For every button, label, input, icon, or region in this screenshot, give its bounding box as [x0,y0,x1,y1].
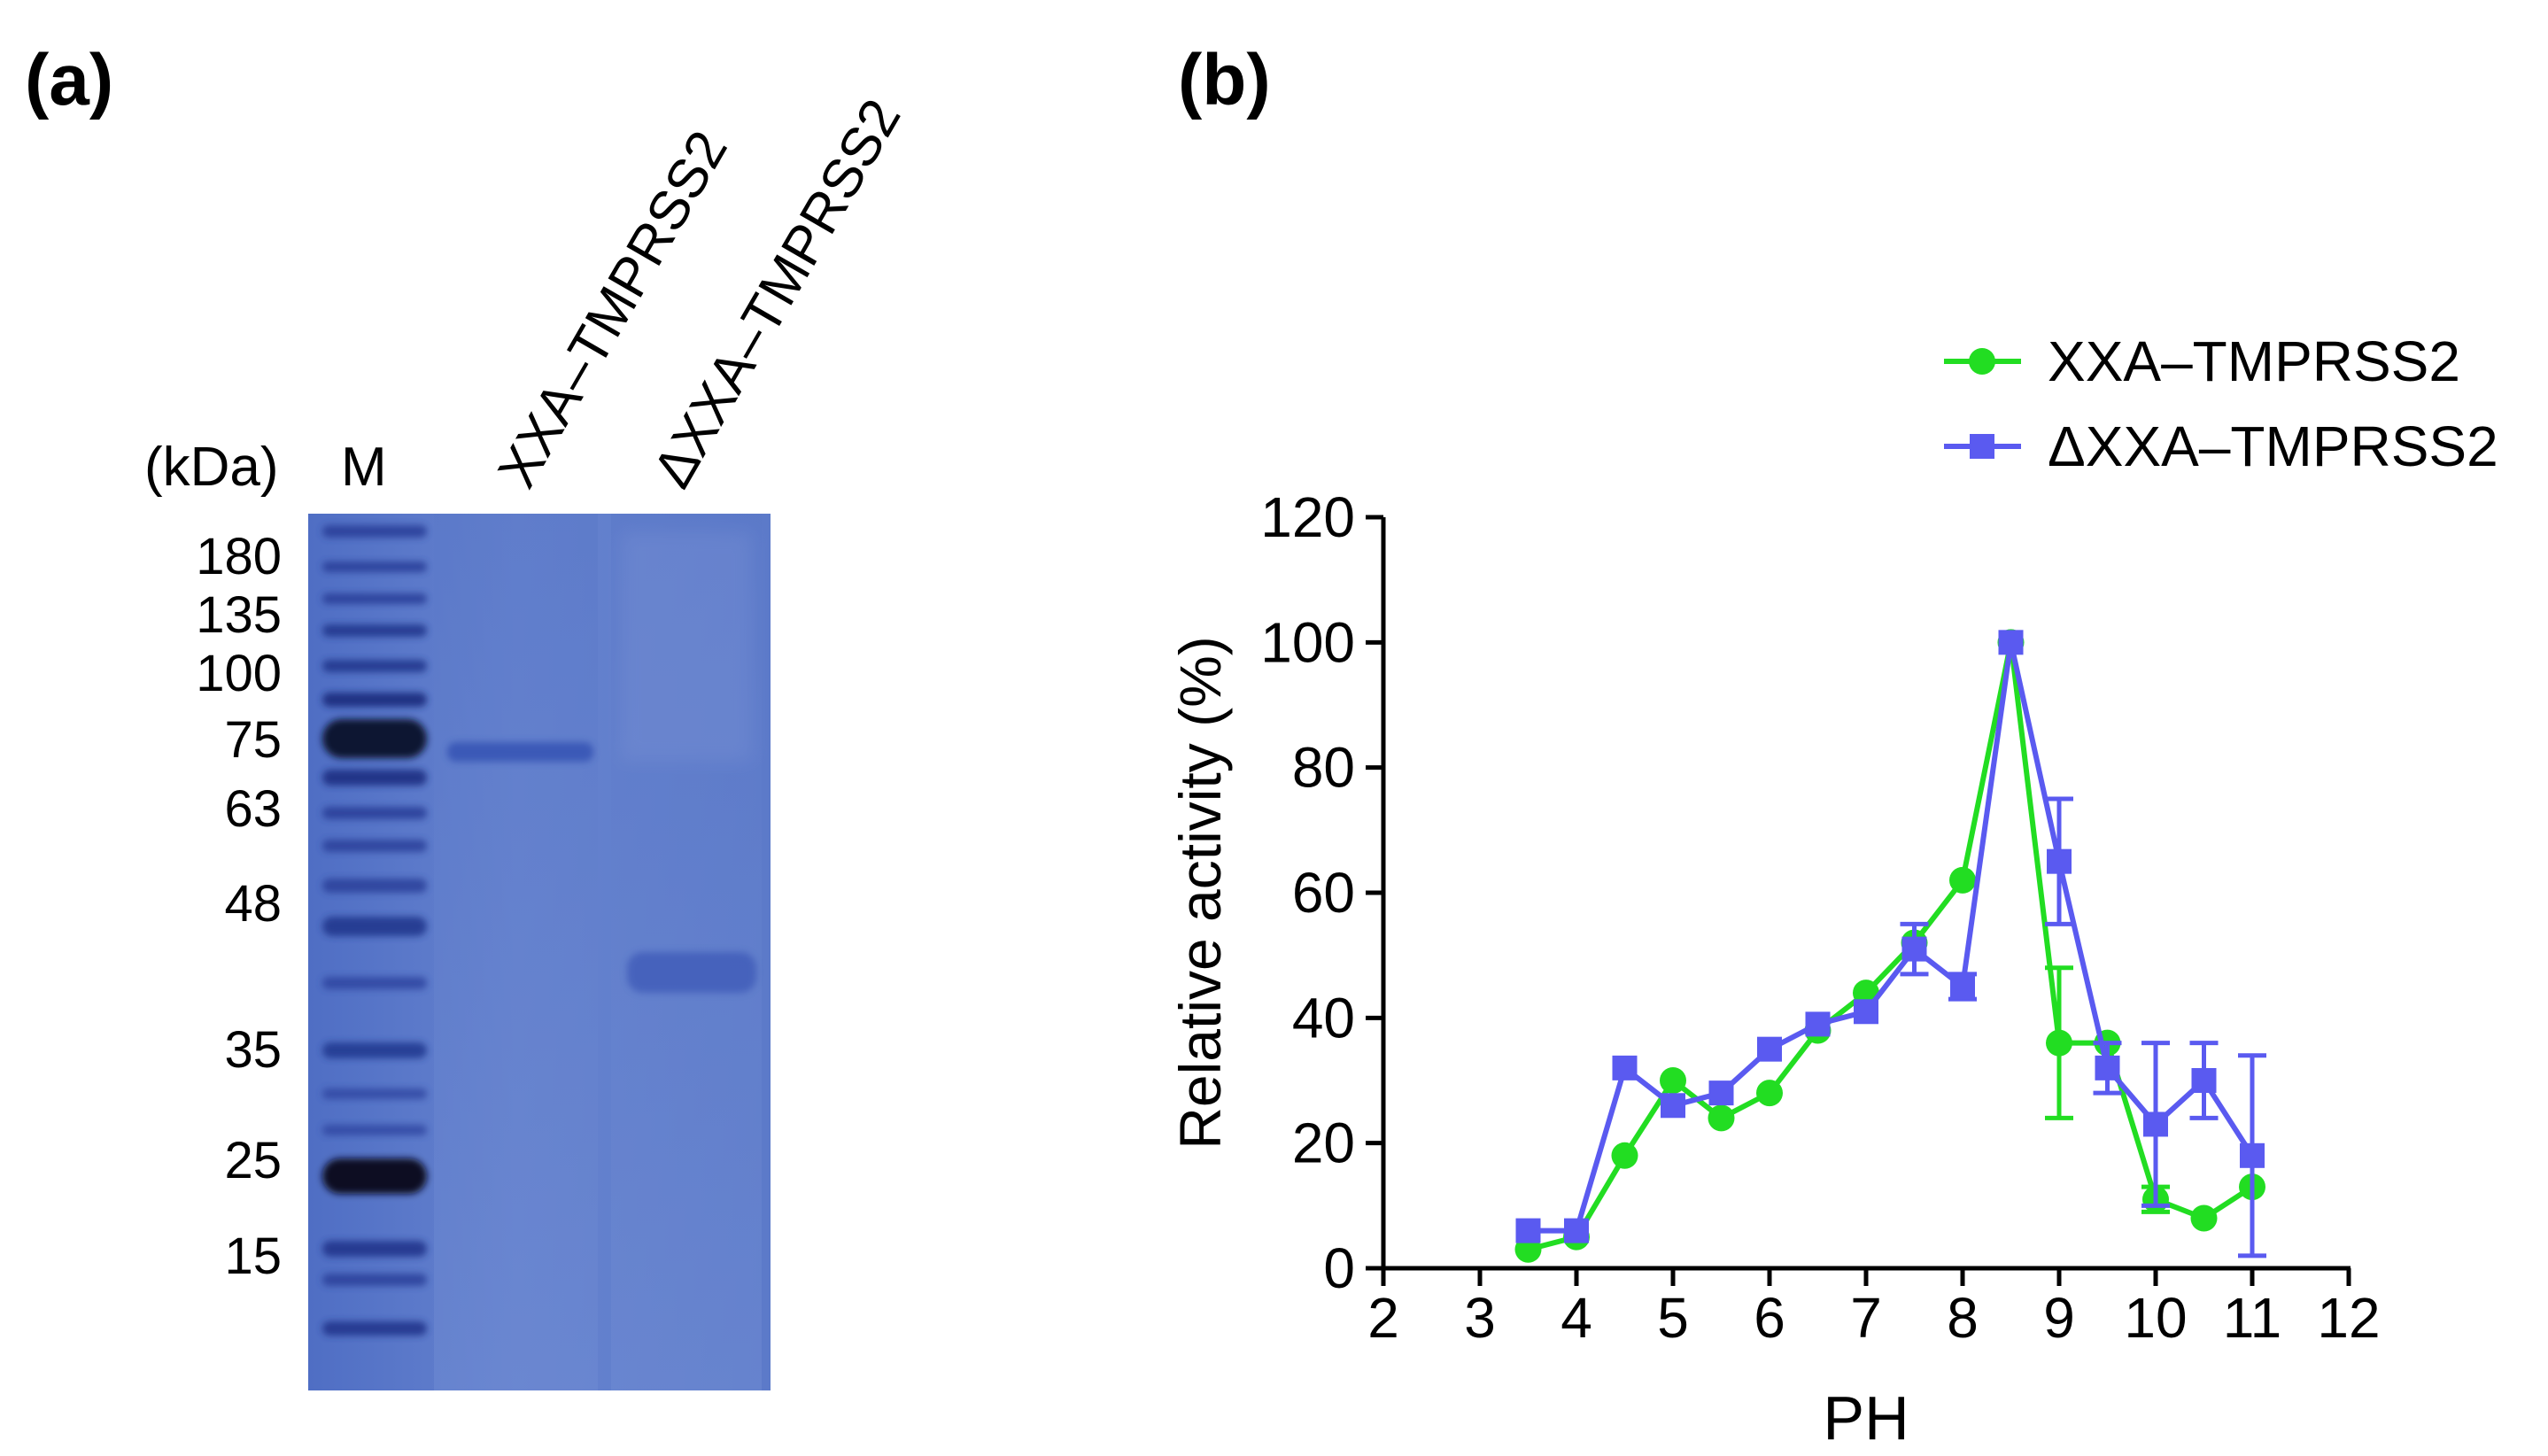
data-point [2143,1111,2168,1137]
series-line [1527,639,2254,1252]
data-point [1661,1093,1685,1119]
marker-size-15: 15 [224,1228,282,1285]
data-point [1805,1011,1831,1037]
marker-band [322,879,427,893]
y-tick-label: 120 [1260,485,1355,549]
x-tick-label: 10 [2124,1286,2187,1350]
marker-band [322,525,427,538]
marker-band [322,1125,427,1135]
panel-b-label: (b) [1178,40,1271,120]
data-point [2047,848,2072,874]
series-delta-xxa-tmprss2 [1515,630,2266,1259]
marker-band [322,624,427,637]
data-point [1660,1067,1686,1094]
marker-size-100: 100 [196,645,282,702]
data-point [1949,866,1976,894]
x-tick-label: 12 [2317,1286,2380,1350]
marker-size-180: 180 [196,528,282,585]
legend-label: ΔXXA–TMPRSS2 [2048,414,2498,478]
y-tick-label: 20 [1292,1111,1355,1175]
marker-band [322,561,427,572]
data-point [1708,1080,1734,1106]
data-point [1611,1142,1638,1169]
x-tick-label: 6 [1754,1286,1785,1350]
data-point [1756,1080,1783,1107]
marker-band [322,693,427,707]
marker-band [322,807,427,819]
data-point [1998,630,2024,655]
marker-lane-label: M [341,437,387,498]
marker-size-35: 35 [224,1021,282,1079]
legend: XXA–TMPRSS2 ΔXXA–TMPRSS2 [1944,329,2498,478]
data-point [2240,1142,2265,1168]
y-tick-label: 0 [1323,1236,1355,1300]
data-point [1515,1218,1541,1243]
legend-label: XXA–TMPRSS2 [2048,329,2460,393]
marker-band [322,593,427,604]
band-delta-xxa-tmprss2 [627,952,756,993]
marker-band [322,1241,427,1257]
marker-band [322,840,427,852]
marker-lane-bands [322,525,427,1336]
y-tick-label: 80 [1292,736,1355,800]
y-tick-label: 100 [1260,610,1355,674]
x-tick-label: 8 [1947,1286,1979,1350]
legend-marker [1970,434,1994,459]
marker-band [322,1274,427,1286]
legend-item: ΔXXA–TMPRSS2 [1944,414,2498,478]
marker-band [322,770,427,786]
y-tick-label: 40 [1292,986,1355,1049]
x-tick-label: 5 [1657,1286,1689,1350]
gel-lane-1 [434,514,598,1390]
legend-item: XXA–TMPRSS2 [1944,329,2460,393]
kda-unit-label: (kDa) [144,437,279,498]
y-tick-label: 60 [1292,861,1355,925]
x-tick-label: 9 [2043,1286,2075,1350]
legend-marker [1969,348,1995,375]
y-axis-label: Relative activity (%) [1167,636,1233,1149]
data-point [1564,1218,1589,1243]
data-point [1757,1036,1782,1062]
data-point [2191,1068,2217,1093]
marker-size-25: 25 [224,1132,282,1189]
series-line [1528,639,2255,1234]
marker-band [322,977,427,989]
data-point [1950,974,1975,999]
x-tick-label: 7 [1850,1286,1882,1350]
x-tick-label: 11 [2223,1286,2281,1350]
marker-band [322,917,427,936]
panel-a-label: (a) [25,40,113,120]
x-tick-label: 3 [1464,1286,1496,1350]
marker-band [322,660,427,672]
x-tick-label: 2 [1367,1286,1399,1350]
data-point [2190,1204,2218,1232]
gel-image [308,514,771,1390]
marker-size-63: 63 [224,780,282,838]
data-point [2046,1029,2072,1057]
x-axis-label: PH [1823,1383,1909,1452]
band-xxa-tmprss2 [447,742,593,762]
data-point [1708,1104,1735,1132]
marker-size-48: 48 [224,875,282,933]
marker-band [322,719,427,758]
marker-band [322,1158,427,1194]
gel-smear [620,531,753,762]
marker-band [322,1321,427,1336]
marker-size-75: 75 [224,711,282,769]
data-point [1612,1055,1638,1080]
series-xxa-tmprss2 [1514,629,2265,1263]
ph-activity-chart: 2 3 4 5 6 7 8 9 10 11 12020406080100120PHRelative … [1167,329,2498,1452]
marker-band [322,1088,427,1099]
marker-band [322,1042,427,1058]
data-point [1854,999,1878,1025]
x-tick-label: 4 [1561,1286,1592,1350]
data-point [1901,936,1927,962]
marker-size-135: 135 [196,586,282,644]
data-point [2095,1055,2120,1080]
